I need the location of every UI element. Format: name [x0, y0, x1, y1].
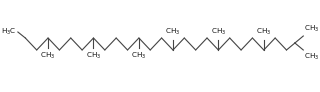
Text: H$_3$C: H$_3$C	[1, 27, 17, 37]
Text: CH$_3$: CH$_3$	[256, 27, 271, 37]
Text: CH$_3$: CH$_3$	[40, 51, 56, 61]
Text: CH$_3$: CH$_3$	[131, 51, 147, 61]
Text: CH$_3$: CH$_3$	[304, 52, 320, 62]
Text: CH$_3$: CH$_3$	[165, 27, 180, 37]
Text: CH$_3$: CH$_3$	[304, 24, 320, 34]
Text: CH$_3$: CH$_3$	[211, 27, 226, 37]
Text: CH$_3$: CH$_3$	[86, 51, 101, 61]
